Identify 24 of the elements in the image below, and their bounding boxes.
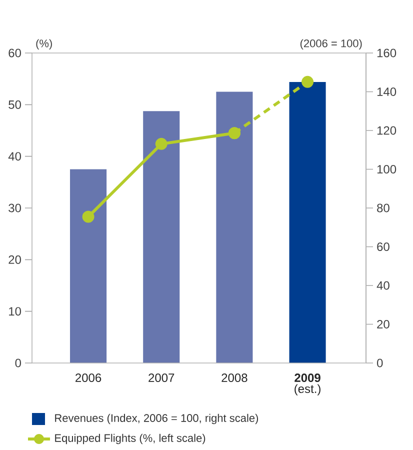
legend-label: Revenues (Index, 2006 = 100, right scale) [55,414,258,424]
y2-tick-label: 160 [377,48,396,58]
y2-tick-label: 120 [377,126,396,135]
y-tick-label: 0 [15,358,22,368]
y2-tick-label: 40 [376,281,390,290]
y2-tick-label: 80 [377,204,390,212]
y-tick-label: 40 [8,152,21,161]
x-tick-label: 2008 [222,374,248,382]
x-tick-label: 2006 [76,374,102,382]
y2-tick-label: 140 [377,88,396,96]
legend-label: Equipped Flights (%, left scale) [55,434,206,444]
y2-tick-label: 0 [377,358,383,368]
y-tick-label: 10 [9,307,21,316]
y2-axis-title: (2006 = 100) [300,39,362,50]
y2-tick-label: 20 [377,320,390,328]
y2-tick-label: 100 [377,165,396,174]
y-tick-label: 30 [8,204,21,212]
x-tick-label: 2009 (est.) [294,374,320,396]
y-tick-label: 60 [8,48,21,58]
x-tick-label: 2007 [148,374,174,382]
y-tick-label: 20 [8,255,21,264]
y-tick-label: 50 [8,100,21,109]
y-axis-title: (%) [36,39,52,50]
y2-tick-label: 60 [377,242,390,251]
